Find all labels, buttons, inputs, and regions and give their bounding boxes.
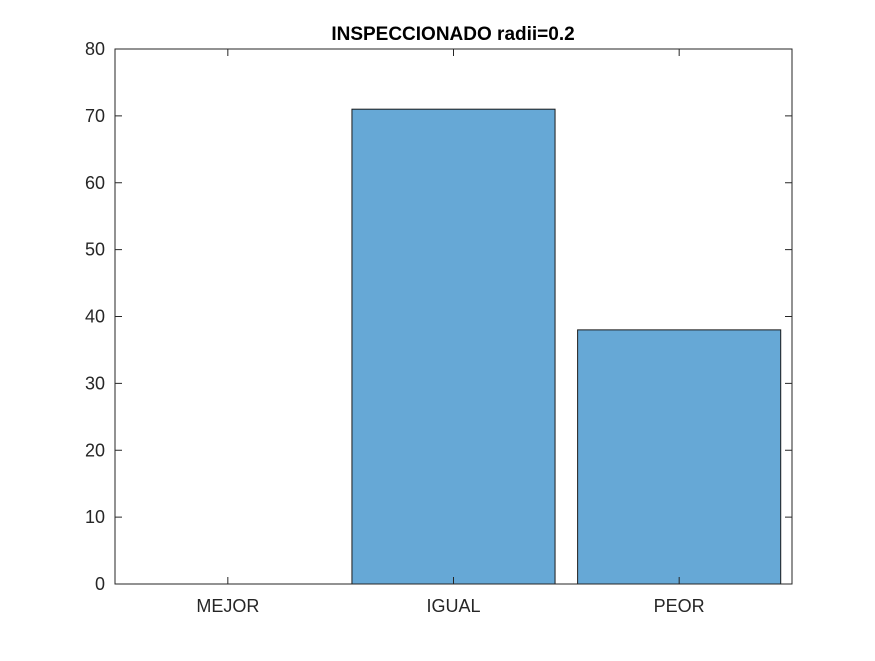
bar-peor <box>577 329 782 585</box>
y-tick-label: 40 <box>85 307 105 327</box>
ticks-layer: MEJOR IGUAL PEOR 0 10 20 30 40 50 60 70 80 <box>85 39 792 616</box>
x-tick-label: PEOR <box>654 596 705 616</box>
y-tick-label: 80 <box>85 39 105 59</box>
y-tick-label: 0 <box>95 574 105 594</box>
y-tick-label: 50 <box>85 240 105 260</box>
y-tick-label: 30 <box>85 373 105 393</box>
y-tick-label: 10 <box>85 507 105 527</box>
chart-title: INSPECCIONADO radii=0.2 <box>331 24 574 45</box>
x-tick-label: IGUAL <box>426 596 480 616</box>
y-tick-label: 60 <box>85 173 105 193</box>
bars-layer <box>351 108 782 585</box>
bar-igual <box>351 108 556 585</box>
y-tick-label: 70 <box>85 106 105 126</box>
x-tick-label: MEJOR <box>196 596 259 616</box>
y-tick-label: 20 <box>85 440 105 460</box>
